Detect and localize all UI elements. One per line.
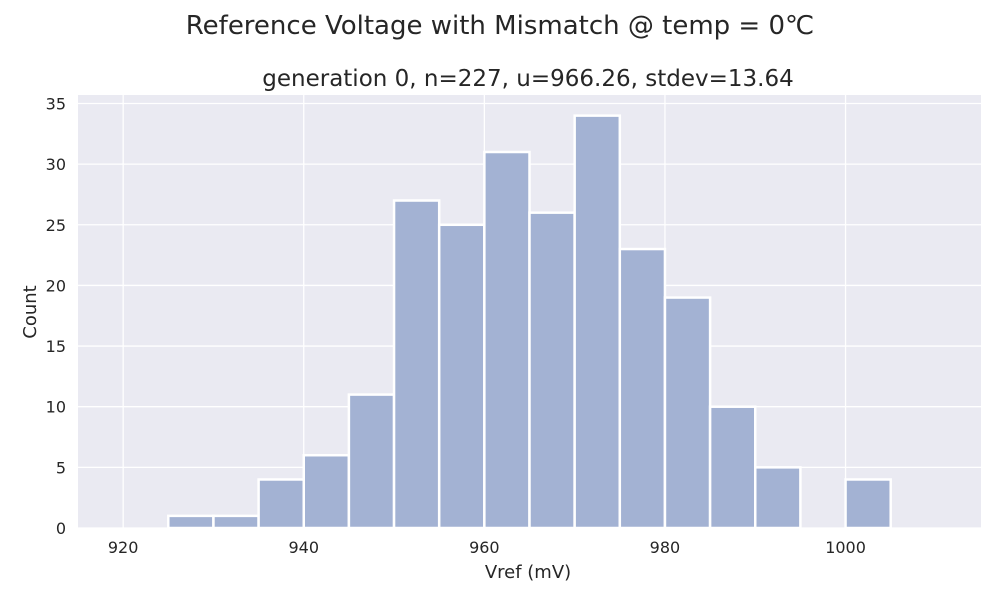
histogram-bar (392, 199, 441, 530)
histogram-bar (212, 514, 260, 530)
histogram-bar (573, 114, 622, 530)
y-tick-label: 20 (46, 276, 66, 295)
x-tick-label: 920 (108, 538, 139, 557)
histogram-bar (754, 466, 802, 530)
histogram-bar (437, 223, 486, 530)
histogram-bar (663, 296, 712, 530)
histogram-bar (257, 478, 306, 530)
histogram-bar (167, 514, 215, 530)
histogram-bar (844, 478, 892, 530)
x-tick-label: 940 (288, 538, 319, 557)
histogram-bar (347, 393, 396, 530)
histogram-bar (708, 405, 757, 530)
y-tick-label: 15 (46, 337, 66, 356)
y-tick-label: 5 (56, 458, 66, 477)
y-tick-label: 35 (46, 94, 66, 113)
x-axis-label: Vref (mV) (485, 562, 571, 583)
chart-suptitle: Reference Voltage with Mismatch @ temp =… (186, 11, 814, 41)
x-tick-label: 960 (469, 538, 500, 557)
chart-title: generation 0, n=227, u=966.26, stdev=13.… (262, 66, 793, 92)
bars (167, 114, 892, 530)
y-tick-label: 10 (46, 398, 66, 417)
y-axis-label: Count (20, 285, 41, 338)
histogram-bar (528, 211, 576, 530)
histogram-bar (483, 150, 531, 530)
histogram-bar (618, 247, 667, 530)
x-tick-label: 980 (650, 538, 681, 557)
y-tick-label: 30 (46, 155, 66, 174)
y-tick-label: 0 (56, 519, 66, 538)
y-tick-label: 25 (46, 216, 66, 235)
y-tick-labels: 0 5 10 15 20 25 30 35 (46, 94, 66, 538)
x-tick-labels: 920 940 960 980 1000 (108, 538, 866, 557)
histogram-bar (302, 453, 351, 530)
x-tick-label: 1000 (825, 538, 866, 557)
